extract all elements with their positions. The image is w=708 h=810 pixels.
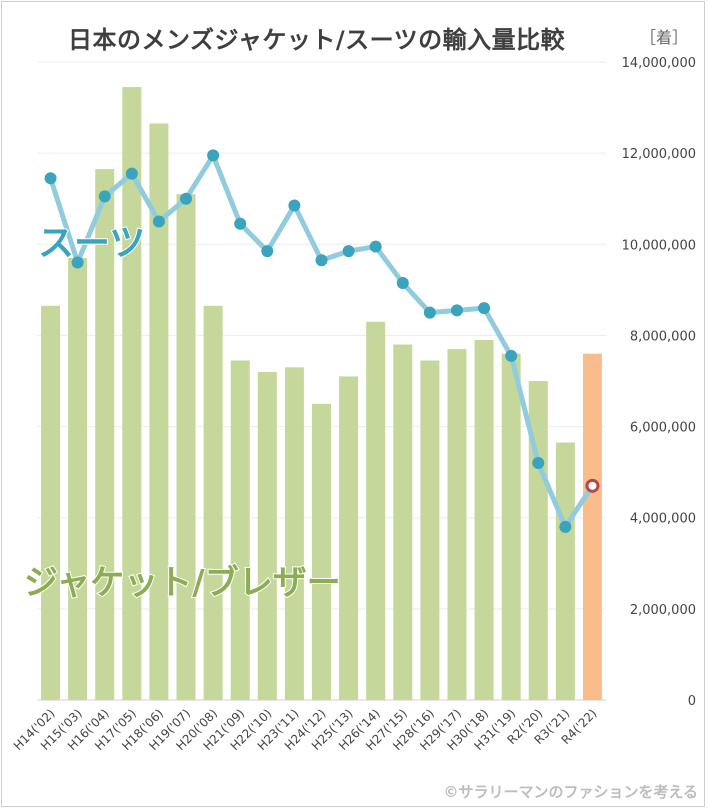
point-suit xyxy=(396,277,409,290)
bar-jacket xyxy=(366,321,386,700)
bar-jacket xyxy=(122,87,142,701)
bar-jacket xyxy=(339,376,359,700)
bar-jacket xyxy=(176,194,196,700)
point-suit xyxy=(342,245,355,258)
point-suit xyxy=(234,217,247,230)
point-suit xyxy=(450,304,463,317)
point-suit xyxy=(180,192,193,205)
bar-jacket xyxy=(95,169,115,701)
point-suit xyxy=(532,457,545,470)
point-suit xyxy=(152,215,165,228)
y-tick-label: 12,000,000 xyxy=(622,147,696,162)
bar-jacket xyxy=(284,367,304,700)
bar-jacket xyxy=(393,344,413,700)
y-tick-label: 4,000,000 xyxy=(630,512,696,527)
point-suit xyxy=(71,256,84,269)
bar-jacket xyxy=(582,353,602,700)
point-suit xyxy=(207,149,220,162)
bar-jacket xyxy=(474,339,494,700)
point-suit xyxy=(505,349,518,362)
point-suit xyxy=(261,245,274,258)
bar-jacket xyxy=(68,257,88,700)
point-suit xyxy=(585,478,600,493)
y-tick-label: 14,000,000 xyxy=(622,56,696,71)
y-tick-label: 8,000,000 xyxy=(630,329,696,344)
bar-jacket xyxy=(312,403,331,700)
bar-jacket xyxy=(203,305,223,700)
point-suit xyxy=(559,520,572,533)
series-label-jacket: ジャケット/ブレザー xyxy=(24,563,341,603)
bar-jacket xyxy=(555,442,575,700)
bar-jacket xyxy=(257,371,277,700)
point-suit xyxy=(369,240,382,253)
point-suit xyxy=(423,306,436,319)
point-suit xyxy=(44,172,57,185)
credit-text: ©サラリーマンのファションを考える xyxy=(443,783,698,801)
bar-jacket xyxy=(447,349,467,700)
point-suit xyxy=(315,254,328,267)
point-suit xyxy=(478,302,491,315)
point-suit xyxy=(125,167,138,180)
bar-jacket xyxy=(501,353,521,700)
bar-jacket xyxy=(420,360,440,700)
bar-jacket xyxy=(41,305,61,700)
unit-label: ［着］ xyxy=(640,28,689,47)
chart-title: 日本のメンズジャケット/スーツの輸入量比較 xyxy=(68,26,566,54)
point-suit xyxy=(98,190,111,203)
series-label-suit: スーツ xyxy=(38,223,145,264)
y-tick-label: 2,000,000 xyxy=(630,603,696,618)
point-suit xyxy=(288,199,301,212)
y-tick-label: 6,000,000 xyxy=(630,421,696,436)
bar-jacket xyxy=(230,360,250,700)
bar-jacket xyxy=(149,123,169,701)
y-tick-label: 0 xyxy=(688,694,696,709)
y-tick-label: 10,000,000 xyxy=(622,238,696,253)
